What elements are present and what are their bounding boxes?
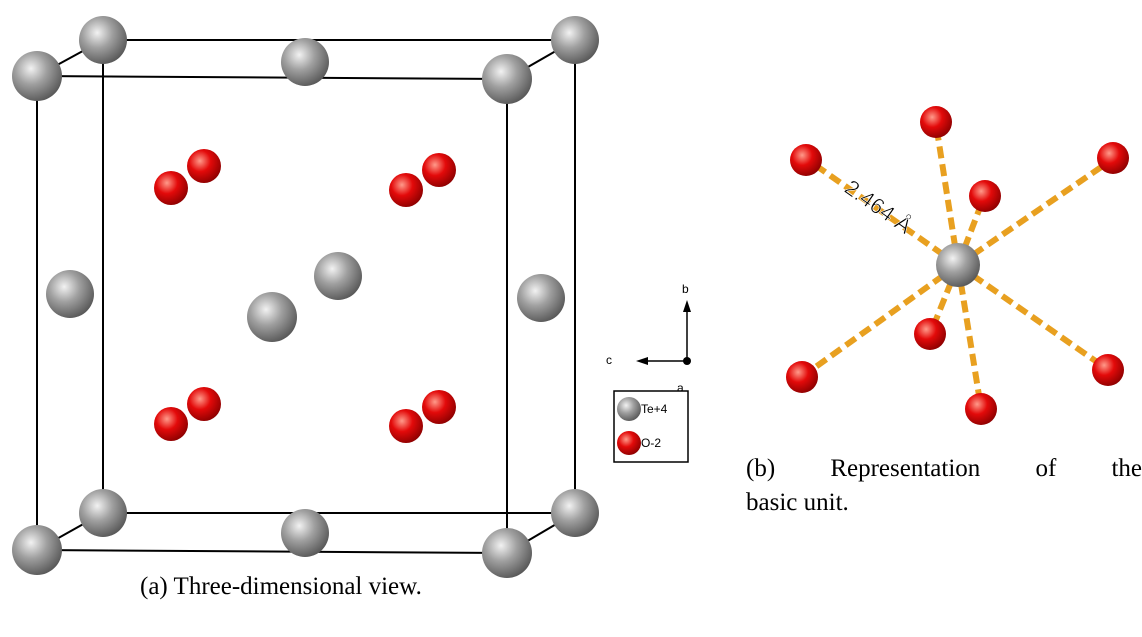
bond-length-label: 2.464 Å (840, 175, 917, 239)
axis-indicator: b c a (606, 282, 691, 395)
bond (933, 123, 961, 266)
te-atom (79, 489, 127, 537)
te-atom (482, 54, 532, 104)
te-center-atom (936, 243, 980, 287)
o-atom (786, 361, 818, 393)
caption-b-line1: (b) Representation of the (746, 452, 1142, 486)
te-atom (314, 252, 362, 300)
te-atom (247, 292, 297, 342)
b-axis-label: b (682, 282, 689, 296)
unit-o-atoms (786, 106, 1129, 425)
o-atom (969, 180, 1001, 212)
cell-edges (36, 39, 576, 555)
a-axis-dot (683, 357, 691, 365)
b-axis-arrowhead (683, 300, 691, 312)
te-atom (281, 38, 329, 86)
te-atom (79, 16, 127, 64)
caption-b-word: of (1035, 455, 1057, 482)
o-atom (790, 144, 822, 176)
caption-b-word: (b) (746, 455, 776, 482)
legend-te-label: Te+4 (641, 402, 668, 416)
te-atom (12, 51, 62, 101)
te-atom (517, 274, 565, 322)
o-atoms (154, 149, 456, 443)
basic-unit-diagram: 2.464 Å (786, 106, 1129, 425)
te-atom (281, 509, 329, 557)
c-axis-label: c (606, 353, 612, 367)
o-atom (154, 171, 188, 205)
caption-b-word: Representation (830, 455, 981, 482)
caption-b: (b) Representation of the basic unit. (746, 452, 1142, 520)
o-atom (154, 407, 188, 441)
o-atom (1092, 354, 1124, 386)
legend: Te+4 O-2 (613, 390, 689, 463)
o-atom (187, 149, 221, 183)
legend-o-swatch (617, 431, 641, 455)
o-atom (920, 106, 952, 138)
te-atom (551, 489, 599, 537)
o-atom (187, 387, 221, 421)
c-axis-arrowhead (636, 357, 648, 365)
te-atom (482, 528, 532, 578)
legend-te-swatch (617, 397, 641, 421)
caption-a: (a) Three-dimensional view. (140, 573, 422, 600)
te-atom (551, 16, 599, 64)
a-axis-label: a (677, 381, 684, 395)
te-atom (12, 525, 62, 575)
o-atom (389, 409, 423, 443)
o-atom (914, 318, 946, 350)
caption-b-word: the (1111, 455, 1142, 482)
bond (801, 262, 960, 379)
o-atom (1097, 142, 1129, 174)
caption-b-line2: basic unit. (746, 489, 849, 516)
o-atom (422, 153, 456, 187)
legend-o-label: O-2 (641, 436, 661, 450)
bond (955, 264, 984, 409)
o-atom (389, 173, 423, 207)
o-atom (965, 393, 997, 425)
bond (806, 157, 960, 268)
te-atom (46, 270, 94, 318)
bond (956, 156, 1115, 268)
bond (956, 262, 1109, 372)
te-atoms (12, 16, 599, 578)
unit-cell-diagram (12, 16, 599, 578)
o-atom (422, 390, 456, 424)
